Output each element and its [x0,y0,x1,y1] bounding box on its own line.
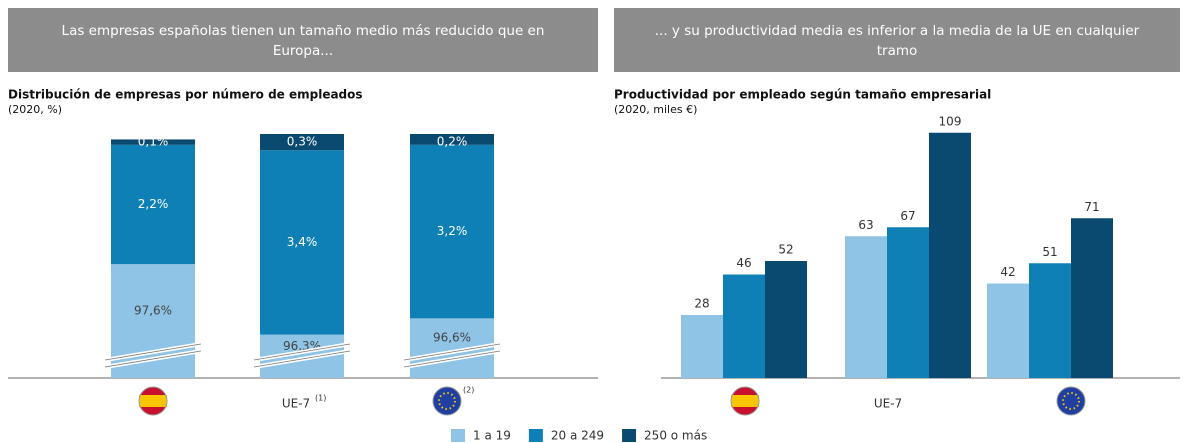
bar [1029,263,1071,378]
header: ... y su productividad media es inferior… [655,23,1140,39]
x-tick-label: UE-7 [874,397,902,411]
header: Europa... [273,43,333,59]
data-label: 97,6% [134,304,172,318]
header: Las empresas españolas tienen un tamaño … [62,23,545,39]
data-label: 3,4% [287,235,318,249]
legend-swatch [528,429,543,442]
legend-label: 250 o más [644,429,707,443]
legend-swatch [622,429,637,442]
data-label: 0,1% [138,135,169,149]
bar [929,132,971,378]
header-box [8,8,598,72]
data-label: 0,3% [287,135,318,149]
bar [681,315,723,378]
axis-break [253,343,351,361]
bar-segment [111,139,195,145]
bar-segment [260,150,344,335]
data-label: 42 [1000,265,1015,279]
flag-es [138,386,168,416]
chart-subtitle: (2020, %) [8,103,62,116]
legend-label: 20 a 249 [551,429,604,443]
axis-break [104,343,202,361]
data-label: 71 [1084,200,1099,214]
x-tick-label: UE-7 [282,397,310,411]
data-label: 67 [900,209,915,223]
axis-break [403,350,501,368]
bar [845,236,887,378]
header-box [614,8,1180,72]
data-label: 2,2% [138,197,169,211]
bar [1071,218,1113,378]
flag-eu [1056,386,1086,416]
header: tramo [877,43,918,59]
category-note: (1) [315,394,326,403]
data-label: 63 [858,218,873,232]
bar [723,274,765,378]
legend-label: 1 a 19 [473,429,511,443]
bar-segment [111,144,195,265]
bar [987,283,1029,378]
flag-es [730,386,760,416]
chart-title: Productividad por empleado según tamaño … [614,88,991,102]
chart-subtitle: (2020, miles €) [614,103,697,116]
bar [765,261,807,378]
flag-eu [432,386,462,416]
bar-segment [410,134,494,145]
legend-swatch [451,429,465,442]
data-label: 51 [1042,245,1057,259]
bar-segment [260,134,344,151]
data-label: 109 [939,114,962,128]
axis-break [104,350,202,368]
category-note: (2) [463,386,474,395]
axis-break [403,343,501,361]
data-label: 52 [778,243,793,257]
data-label: 28 [694,297,709,311]
data-label: 3,2% [437,224,468,238]
data-label: 0,2% [437,135,468,149]
chart-title: Distribución de empresas por número de e… [8,88,363,102]
data-label: 96,6% [433,331,471,345]
bar-segment [410,144,494,319]
bar [887,227,929,378]
data-label: 46 [736,256,751,270]
axis-break [253,350,351,368]
